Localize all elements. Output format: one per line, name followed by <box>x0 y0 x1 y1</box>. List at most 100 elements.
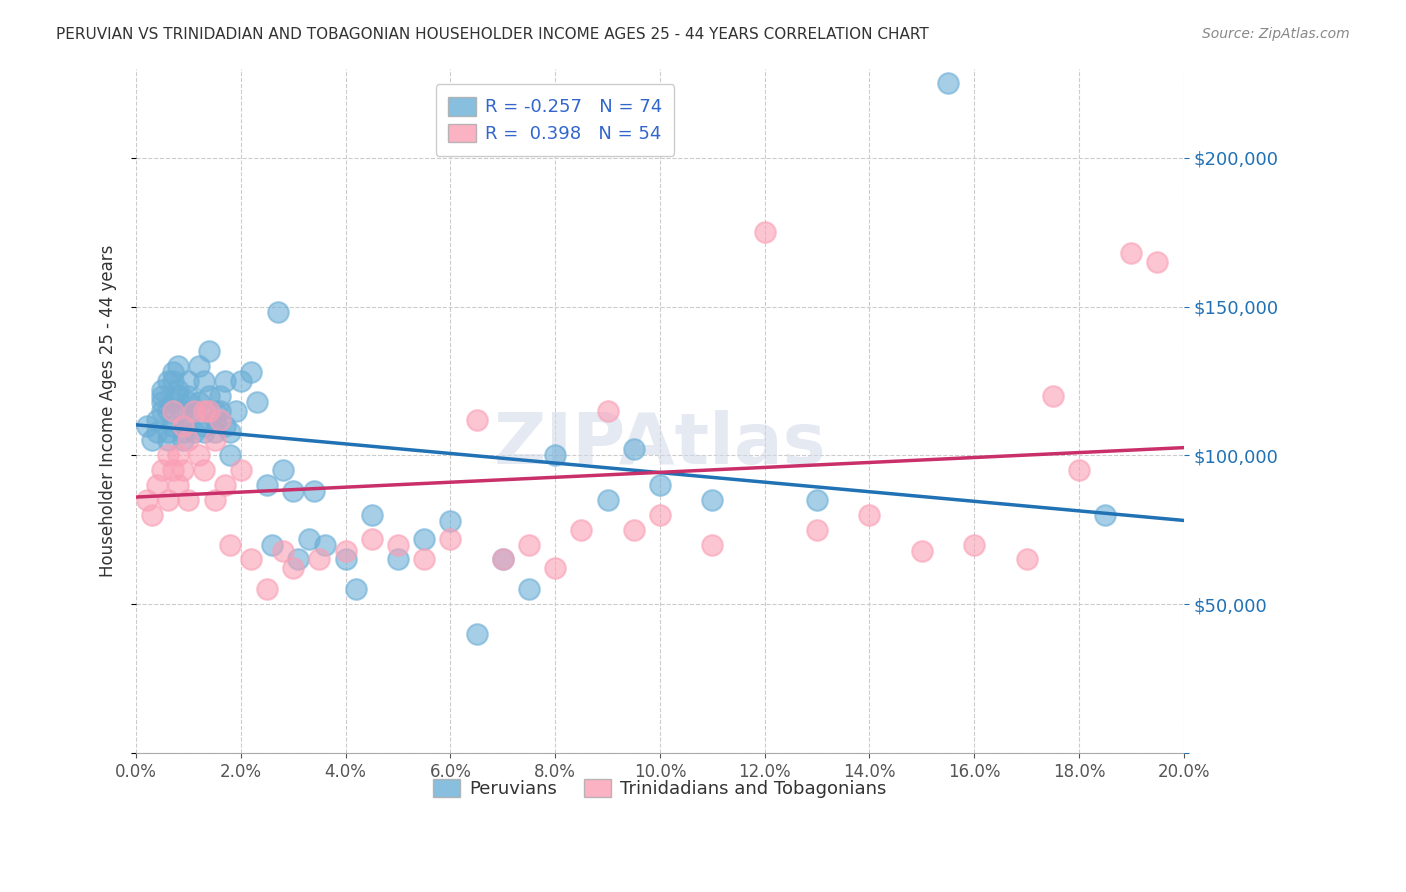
Point <box>963 538 986 552</box>
Text: PERUVIAN VS TRINIDADIAN AND TOBAGONIAN HOUSEHOLDER INCOME AGES 25 - 44 YEARS COR: PERUVIAN VS TRINIDADIAN AND TOBAGONIAN H… <box>56 27 929 42</box>
Point <box>188 359 211 373</box>
Point <box>188 394 211 409</box>
Point <box>911 543 934 558</box>
Point <box>544 448 567 462</box>
Point <box>183 403 205 417</box>
Point <box>858 508 880 522</box>
Point <box>172 425 194 439</box>
Point <box>204 425 226 439</box>
Point <box>198 403 221 417</box>
Point <box>167 478 190 492</box>
Point <box>1042 389 1064 403</box>
Point <box>1015 552 1038 566</box>
Point <box>245 394 267 409</box>
Point <box>183 403 205 417</box>
Point <box>229 463 252 477</box>
Point <box>167 359 190 373</box>
Point <box>150 389 173 403</box>
Point <box>344 582 367 597</box>
Point <box>193 418 215 433</box>
Point <box>702 538 724 552</box>
Point <box>156 403 179 417</box>
Point <box>283 561 305 575</box>
Point <box>150 463 173 477</box>
Point <box>517 582 540 597</box>
Point <box>219 425 242 439</box>
Point <box>208 403 231 417</box>
Point <box>172 403 194 417</box>
Point <box>492 552 515 566</box>
Point <box>754 225 776 239</box>
Point <box>177 434 200 448</box>
Point <box>266 305 288 319</box>
Point <box>596 403 619 417</box>
Point <box>806 523 828 537</box>
Point <box>492 552 515 566</box>
Point <box>177 492 200 507</box>
Point <box>141 434 163 448</box>
Point <box>141 508 163 522</box>
Point <box>544 561 567 575</box>
Point <box>162 394 184 409</box>
Point <box>806 492 828 507</box>
Point <box>208 389 231 403</box>
Point <box>162 463 184 477</box>
Point <box>387 552 409 566</box>
Point <box>146 425 169 439</box>
Point <box>150 403 173 417</box>
Point <box>183 425 205 439</box>
Point <box>271 463 294 477</box>
Point <box>360 532 382 546</box>
Point <box>156 425 179 439</box>
Point <box>193 403 215 417</box>
Point <box>439 532 461 546</box>
Point <box>262 538 284 552</box>
Point <box>314 538 336 552</box>
Point <box>387 538 409 552</box>
Point <box>167 383 190 397</box>
Point <box>623 442 645 457</box>
Point <box>150 383 173 397</box>
Point <box>335 552 357 566</box>
Point <box>177 394 200 409</box>
Legend: Peruvians, Trinidadians and Tobagonians: Peruvians, Trinidadians and Tobagonians <box>426 772 894 805</box>
Point <box>271 543 294 558</box>
Point <box>648 508 671 522</box>
Point <box>156 434 179 448</box>
Point <box>569 523 592 537</box>
Point <box>648 478 671 492</box>
Point <box>1094 508 1116 522</box>
Text: ZIPAtlas: ZIPAtlas <box>494 410 827 479</box>
Point <box>156 374 179 388</box>
Point <box>162 418 184 433</box>
Point <box>172 418 194 433</box>
Point <box>623 523 645 537</box>
Point <box>193 425 215 439</box>
Point <box>1146 255 1168 269</box>
Point <box>240 552 263 566</box>
Point <box>335 543 357 558</box>
Point <box>156 448 179 462</box>
Point <box>256 582 278 597</box>
Point <box>1121 246 1143 260</box>
Point <box>240 365 263 379</box>
Point <box>167 389 190 403</box>
Point <box>287 552 309 566</box>
Point <box>162 403 184 417</box>
Point <box>413 552 436 566</box>
Point <box>219 538 242 552</box>
Point <box>135 418 157 433</box>
Point <box>298 532 321 546</box>
Point <box>439 514 461 528</box>
Point <box>177 412 200 426</box>
Point <box>193 463 215 477</box>
Point <box>177 389 200 403</box>
Point <box>283 483 305 498</box>
Point <box>146 478 169 492</box>
Point <box>193 374 215 388</box>
Point <box>596 492 619 507</box>
Point <box>360 508 382 522</box>
Point <box>204 412 226 426</box>
Point <box>146 412 169 426</box>
Point <box>172 463 194 477</box>
